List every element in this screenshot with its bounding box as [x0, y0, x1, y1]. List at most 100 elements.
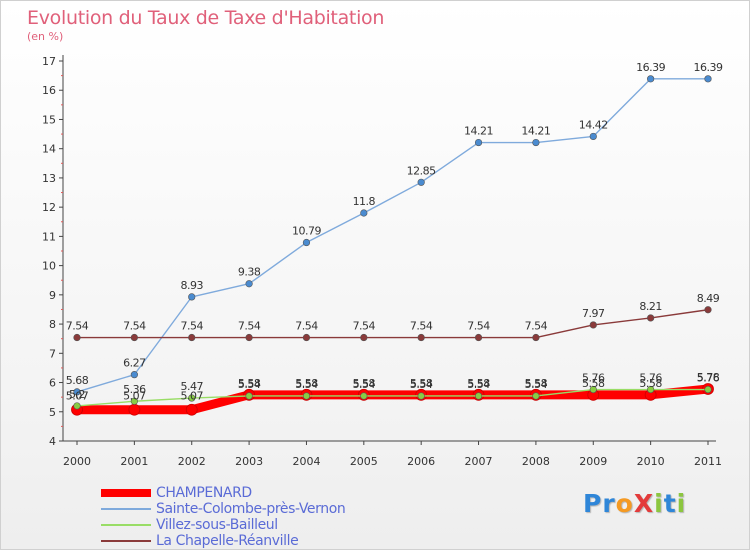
data-label: 5.58: [525, 377, 548, 390]
x-tick-label: 2002: [178, 455, 206, 468]
logo-letter: t: [663, 489, 677, 518]
data-label: 9.38: [238, 266, 261, 279]
data-label: 16.39: [636, 61, 665, 74]
data-label: 8.49: [697, 292, 720, 305]
data-label: 7.54: [180, 320, 203, 333]
legend-label: CHAMPENARD: [156, 485, 252, 501]
data-point: [130, 397, 138, 405]
data-point: [360, 333, 368, 342]
legend-swatch: [101, 540, 151, 542]
y-tick-label: 6: [49, 377, 56, 390]
data-point: [704, 75, 712, 83]
data-label: 5.54: [525, 378, 548, 391]
data-label: 5.54: [467, 378, 490, 391]
series-line: [76, 388, 709, 407]
data-label: 5.58: [295, 377, 318, 390]
y-tick-label: 8: [49, 318, 56, 331]
chart-title: Evolution du Taux de Taxe d'Habitation: [27, 7, 385, 29]
data-label: 5.76: [639, 372, 662, 385]
data-point: [589, 321, 597, 329]
data-label: 8.93: [180, 279, 203, 292]
data-label: 5.54: [295, 378, 318, 391]
y-tick-label: 17: [42, 55, 56, 68]
x-tick-label: 2007: [465, 455, 493, 468]
data-point: [417, 392, 425, 400]
data-label: 5.58: [467, 377, 490, 390]
data-point: [130, 333, 138, 342]
data-point: [188, 333, 196, 342]
legend-swatch: [101, 524, 151, 526]
data-label: 7.54: [525, 320, 548, 333]
data-label: 5.58: [353, 377, 376, 390]
y-tick-label: 5: [49, 406, 56, 419]
legend-label: Villez-sous-Bailleul: [156, 517, 278, 533]
data-point: [73, 388, 81, 396]
data-point: [73, 402, 81, 410]
data-point: [532, 392, 540, 400]
data-label: 5.76: [697, 372, 720, 385]
data-point: [417, 333, 425, 342]
data-point: [417, 178, 425, 186]
data-point: [704, 306, 712, 314]
data-point: [73, 333, 81, 342]
legend-label: La Chapelle-Réanville: [156, 533, 299, 549]
data-point: [128, 403, 141, 416]
x-tick-label: 2011: [694, 455, 722, 468]
data-label: 5.58: [582, 377, 605, 390]
data-label: 12.85: [407, 164, 436, 177]
y-tick-label: 16: [42, 84, 56, 97]
data-point: [188, 394, 196, 402]
logo-letter: o: [615, 489, 634, 518]
data-point: [589, 385, 597, 394]
y-tick-label: 12: [42, 201, 56, 214]
data-label: 5.36: [123, 383, 146, 396]
x-tick-label: 2008: [522, 455, 550, 468]
data-label: 7.54: [238, 320, 261, 333]
y-tick-label: 11: [42, 230, 56, 243]
data-point: [130, 371, 138, 379]
y-tick-label: 10: [42, 260, 56, 273]
data-point: [474, 392, 483, 400]
data-label: 7.54: [295, 320, 318, 333]
data-point: [647, 385, 655, 394]
data-label: 5.58: [639, 377, 662, 390]
x-tick-label: 2010: [637, 455, 665, 468]
logo-letter: P: [583, 489, 603, 518]
data-label: 5.54: [238, 378, 261, 391]
data-label: 7.54: [123, 320, 146, 333]
data-point: [245, 392, 253, 400]
y-tick-label: 4: [49, 435, 56, 448]
data-label: 7.97: [582, 307, 605, 320]
data-label: 5.2: [69, 388, 85, 401]
data-point: [245, 333, 253, 342]
y-tick-label: 9: [49, 289, 56, 302]
legend-swatch: [101, 508, 151, 510]
logo-letter: i: [676, 489, 687, 518]
x-tick-label: 2000: [63, 455, 91, 468]
data-point: [302, 392, 311, 400]
data-label: 5.54: [410, 378, 433, 391]
data-label: 5.68: [66, 374, 89, 387]
proxiti-logo: ProXiti: [583, 489, 686, 518]
data-label: 14.21: [464, 125, 493, 138]
logo-letter: r: [602, 489, 616, 518]
data-point: [532, 138, 540, 147]
y-tick-label: 15: [42, 113, 56, 126]
logo-letter: X: [633, 489, 655, 518]
data-point: [245, 280, 253, 288]
data-label: 14.21: [521, 125, 550, 138]
chart-subtitle: (en %): [27, 30, 64, 43]
x-tick-label: 2004: [292, 455, 320, 468]
data-point: [704, 385, 712, 394]
x-tick-label: 2006: [407, 455, 435, 468]
data-point: [532, 333, 540, 342]
data-label: 7.54: [410, 320, 433, 333]
data-label: 7.54: [467, 320, 490, 333]
data-label: 5.54: [353, 378, 376, 391]
data-label: 6.27: [123, 357, 146, 370]
data-point: [647, 75, 655, 83]
data-label: 8.21: [639, 300, 662, 313]
data-label: 14.42: [579, 118, 608, 131]
